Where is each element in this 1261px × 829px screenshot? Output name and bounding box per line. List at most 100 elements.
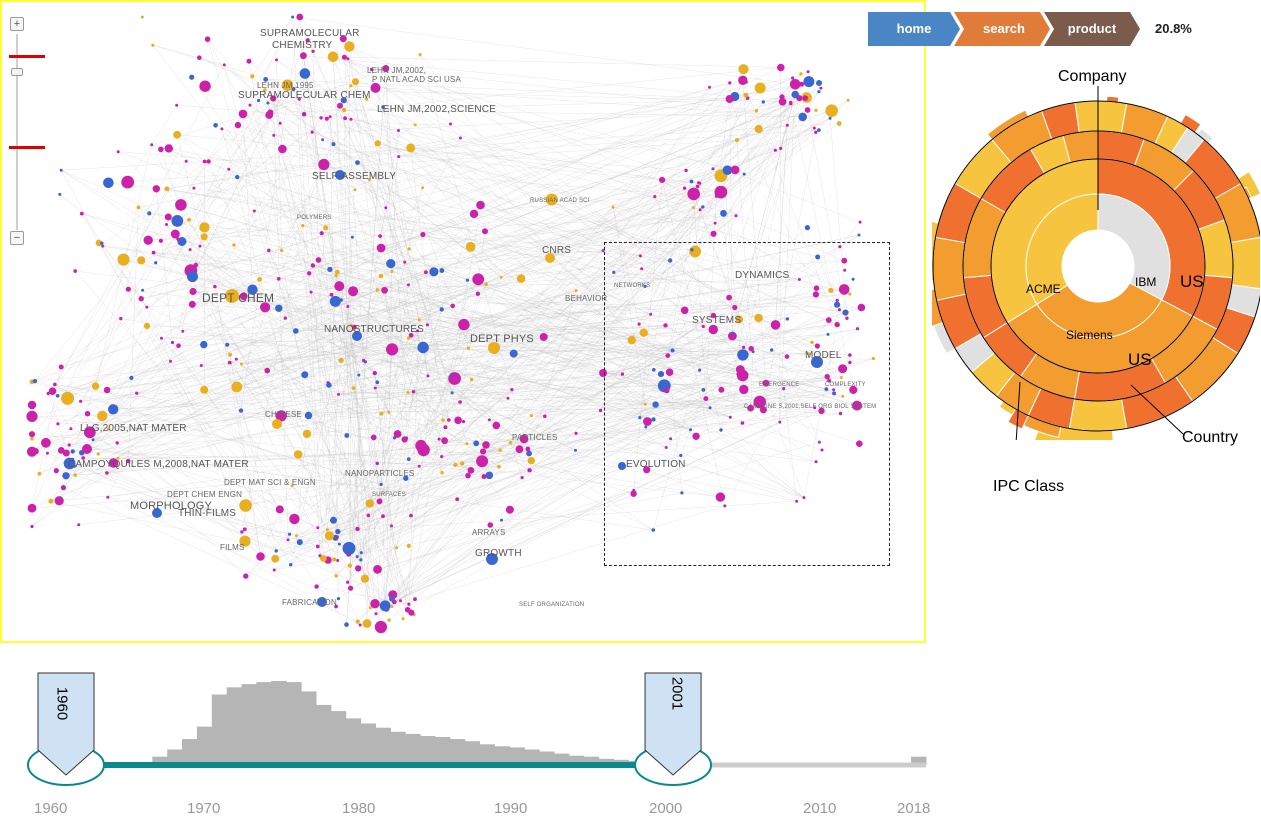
graph-hub-node[interactable] xyxy=(352,331,362,341)
node-label[interactable]: COMPLEXITY xyxy=(825,382,866,388)
graph-node[interactable] xyxy=(473,440,480,447)
graph-node[interactable] xyxy=(417,464,421,468)
network-graph[interactable] xyxy=(2,2,926,643)
graph-node[interactable] xyxy=(323,225,329,231)
graph-node[interactable] xyxy=(849,385,858,394)
graph-node[interactable] xyxy=(387,410,391,414)
graph-node[interactable] xyxy=(855,327,860,331)
graph-node[interactable] xyxy=(714,185,728,199)
graph-node[interactable] xyxy=(337,102,343,109)
graph-node[interactable] xyxy=(804,107,811,113)
graph-node[interactable] xyxy=(37,471,42,476)
graph-node[interactable] xyxy=(842,309,849,316)
graph-node[interactable] xyxy=(192,186,196,190)
graph-node[interactable] xyxy=(348,585,354,591)
graph-node[interactable] xyxy=(612,270,616,274)
graph-node[interactable] xyxy=(812,291,820,298)
node-label[interactable]: MODEL xyxy=(805,350,842,361)
graph-node[interactable] xyxy=(527,468,532,473)
graph-node[interactable] xyxy=(838,364,848,374)
graph-node[interactable] xyxy=(810,340,814,344)
graph-node[interactable] xyxy=(360,574,369,583)
graph-node[interactable] xyxy=(406,336,411,340)
graph-node[interactable] xyxy=(424,270,428,275)
graph-node[interactable] xyxy=(690,248,694,252)
graph-node[interactable] xyxy=(657,371,665,378)
graph-node[interactable] xyxy=(115,441,119,445)
graph-node[interactable] xyxy=(227,360,232,365)
graph-node[interactable] xyxy=(176,343,181,349)
node-label[interactable]: SUPRAMOLECULAR CHEM xyxy=(238,90,371,101)
graph-node[interactable] xyxy=(310,263,316,268)
graph-hub-node[interactable] xyxy=(618,462,626,470)
node-label[interactable]: CHINESE xyxy=(265,410,302,419)
end-year-handle[interactable] xyxy=(644,672,702,776)
graph-node[interactable] xyxy=(325,528,329,532)
graph-node[interactable] xyxy=(807,352,811,356)
graph-node[interactable] xyxy=(53,382,57,387)
graph-node[interactable] xyxy=(332,557,337,562)
graph-node[interactable] xyxy=(426,374,430,378)
graph-node[interactable] xyxy=(848,360,852,365)
graph-node[interactable] xyxy=(406,457,411,461)
graph-node[interactable] xyxy=(669,437,673,441)
graph-node[interactable] xyxy=(270,95,277,102)
graph-node[interactable] xyxy=(225,342,230,347)
graph-node[interactable] xyxy=(247,284,258,295)
graph-node[interactable] xyxy=(851,277,855,281)
graph-node[interactable] xyxy=(368,606,372,610)
segment-label-siemens[interactable]: Siemens xyxy=(1066,328,1113,342)
graph-node[interactable] xyxy=(698,208,702,212)
graph-node[interactable] xyxy=(439,268,445,273)
graph-node[interactable] xyxy=(413,123,417,127)
graph-node[interactable] xyxy=(239,535,251,547)
graph-node[interactable] xyxy=(301,224,305,228)
graph-node[interactable] xyxy=(275,58,278,62)
graph-node[interactable] xyxy=(820,448,824,452)
graph-node[interactable] xyxy=(119,316,123,321)
graph-node[interactable] xyxy=(449,375,453,378)
graph-node[interactable] xyxy=(239,499,252,512)
node-label[interactable]: NANOSTRUCTURES xyxy=(324,324,425,335)
graph-node[interactable] xyxy=(798,112,807,122)
graph-node[interactable] xyxy=(252,209,256,213)
graph-node[interactable] xyxy=(367,178,371,182)
graph-node[interactable] xyxy=(689,428,693,432)
graph-node[interactable] xyxy=(341,107,347,113)
graph-node[interactable] xyxy=(154,261,158,265)
node-label[interactable]: SUPRAMOLECULAR xyxy=(260,28,360,39)
graph-node[interactable] xyxy=(238,408,244,413)
graph-node[interactable] xyxy=(359,551,363,555)
node-label[interactable]: DEPT CHEM xyxy=(202,291,275,305)
graph-node[interactable] xyxy=(643,466,651,474)
graph-node[interactable] xyxy=(408,332,414,338)
graph-node[interactable] xyxy=(106,495,110,499)
graph-node[interactable] xyxy=(136,205,141,210)
graph-node[interactable] xyxy=(239,362,243,366)
graph-node[interactable] xyxy=(272,568,276,572)
graph-node[interactable] xyxy=(334,269,340,275)
graph-node[interactable] xyxy=(450,303,456,309)
graph-node[interactable] xyxy=(327,51,339,63)
graph-node[interactable] xyxy=(116,456,120,460)
network-graph-panel[interactable]: + − SUPRAMOLECULAR CHEMISTRY LEHN JM,200… xyxy=(0,0,926,643)
graph-node[interactable] xyxy=(355,160,360,166)
graph-node[interactable] xyxy=(97,410,108,422)
graph-node[interactable] xyxy=(469,209,479,219)
node-label[interactable]: SELF ORGANIZATION xyxy=(519,602,585,608)
graph-node[interactable] xyxy=(574,431,578,435)
graph-node[interactable] xyxy=(738,64,749,75)
graph-hub-node[interactable] xyxy=(225,289,239,303)
graph-node[interactable] xyxy=(601,249,605,253)
graph-node[interactable] xyxy=(382,65,390,72)
graph-node[interactable] xyxy=(370,599,380,609)
graph-node[interactable] xyxy=(350,235,354,239)
graph-node[interactable] xyxy=(351,324,357,330)
graph-node[interactable] xyxy=(324,116,329,121)
node-label[interactable]: P NATL ACAD SCI USA xyxy=(372,75,462,84)
graph-hub-node[interactable] xyxy=(152,508,162,518)
graph-node[interactable] xyxy=(492,421,501,430)
graph-node[interactable] xyxy=(189,74,195,80)
graph-node[interactable] xyxy=(275,505,284,514)
graph-node[interactable] xyxy=(701,324,705,329)
